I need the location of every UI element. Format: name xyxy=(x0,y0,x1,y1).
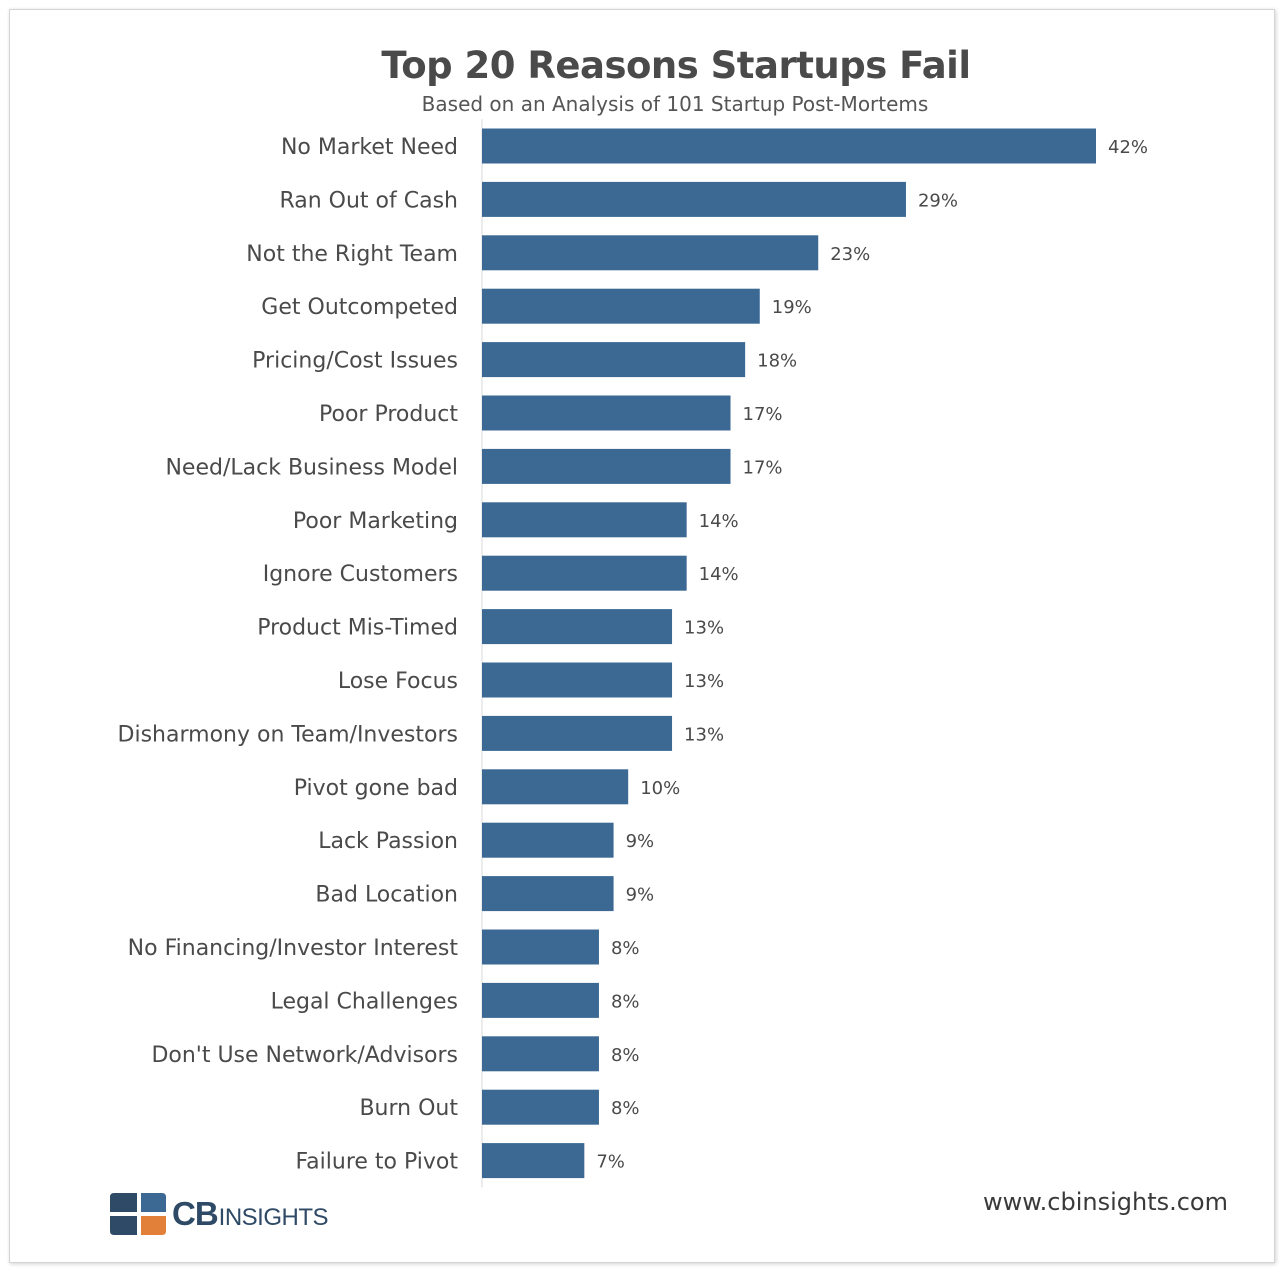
value-label: 13% xyxy=(684,671,724,692)
bar xyxy=(482,395,731,431)
value-label: 17% xyxy=(743,404,783,425)
bar xyxy=(482,822,614,858)
chart-subtitle: Based on an Analysis of 101 Startup Post… xyxy=(421,92,929,116)
value-label: 13% xyxy=(684,724,724,745)
bar xyxy=(482,128,1096,164)
category-label: Not the Right Team xyxy=(246,242,458,267)
cb-insights-logo-icon xyxy=(110,1193,166,1235)
category-label: Failure to Pivot xyxy=(296,1150,459,1175)
value-label: 13% xyxy=(684,618,724,639)
value-label: 8% xyxy=(611,991,640,1012)
category-label: Poor Marketing xyxy=(293,509,458,534)
value-label: 18% xyxy=(757,351,797,372)
category-label: Lose Focus xyxy=(338,669,458,694)
bar xyxy=(482,1089,599,1125)
value-label: 8% xyxy=(611,1045,640,1066)
value-label: 9% xyxy=(626,831,655,852)
category-label: Product Mis-Timed xyxy=(257,616,458,641)
cb-insights-logo: CB INSIGHTS xyxy=(110,1192,329,1236)
category-label: Get Outcompeted xyxy=(261,295,458,320)
bar xyxy=(482,982,599,1018)
value-label: 19% xyxy=(772,297,812,318)
value-label: 14% xyxy=(699,511,739,532)
bar xyxy=(482,1036,599,1072)
category-label: Pivot gone bad xyxy=(294,776,458,801)
bar xyxy=(482,288,760,324)
category-label: Lack Passion xyxy=(318,829,458,854)
bars-group: No Market Need 42% Ran Out of Cash 29% Not t… xyxy=(118,119,1148,1188)
chart-title: Top 20 Reasons Startups Fail xyxy=(381,44,971,87)
category-label: Ignore Customers xyxy=(263,562,458,587)
bar xyxy=(482,502,687,538)
logo-cb-text: CB xyxy=(172,1195,219,1232)
value-label: 10% xyxy=(640,778,680,799)
category-label: Disharmony on Team/Investors xyxy=(118,722,458,747)
bar xyxy=(482,662,673,698)
category-label: Pricing/Cost Issues xyxy=(252,349,458,374)
bar xyxy=(482,555,687,591)
bar xyxy=(482,609,673,645)
bar xyxy=(482,235,819,271)
category-label: Poor Product xyxy=(319,402,458,427)
value-label: 8% xyxy=(611,938,640,959)
website-url: www.cbinsights.com xyxy=(982,1188,1228,1216)
category-label: No Market Need xyxy=(281,135,458,160)
bar xyxy=(482,181,906,217)
value-label: 29% xyxy=(918,190,958,211)
category-label: Don't Use Network/Advisors xyxy=(151,1043,458,1068)
value-label: 7% xyxy=(596,1152,625,1173)
value-label: 9% xyxy=(626,885,655,906)
category-label: Ran Out of Cash xyxy=(279,188,458,213)
bar xyxy=(482,1143,585,1179)
value-label: 14% xyxy=(699,564,739,585)
bar xyxy=(482,448,731,484)
category-label: Bad Location xyxy=(315,883,458,908)
category-label: Need/Lack Business Model xyxy=(165,455,458,480)
bar xyxy=(482,876,614,912)
value-label: 42% xyxy=(1108,137,1148,158)
category-label: No Financing/Investor Interest xyxy=(128,936,459,961)
bar xyxy=(482,342,746,378)
value-label: 23% xyxy=(830,244,870,265)
bar xyxy=(482,769,629,805)
value-label: 17% xyxy=(743,457,783,478)
category-label: Burn Out xyxy=(359,1096,458,1121)
logo-insights-text: INSIGHTS xyxy=(218,1204,329,1231)
bar xyxy=(482,929,599,965)
bar xyxy=(482,715,673,751)
value-label: 8% xyxy=(611,1098,640,1119)
category-label: Legal Challenges xyxy=(271,989,458,1014)
